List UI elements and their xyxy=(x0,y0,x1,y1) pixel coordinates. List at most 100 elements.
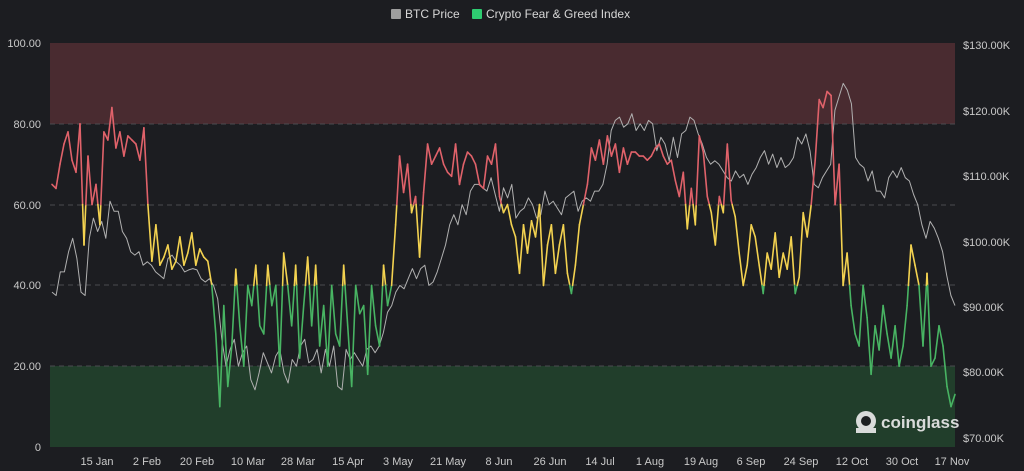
fear-greed-segment xyxy=(99,203,102,226)
fear-greed-segment xyxy=(518,224,525,275)
fear-greed-segment xyxy=(814,98,821,161)
fear-greed-segment xyxy=(211,284,217,335)
fear-greed-segment xyxy=(878,304,884,351)
fear-greed-segment xyxy=(227,345,233,388)
fear-greed-segment xyxy=(558,224,565,246)
fear-greed-segment xyxy=(83,203,87,246)
right-tick-120k: $120.00K xyxy=(963,106,1011,118)
fear-greed-segment xyxy=(554,244,561,275)
x-tick-20-feb: 20 Feb xyxy=(180,456,214,468)
x-tick-30-oct: 30 Oct xyxy=(886,456,918,468)
fear-greed-segment xyxy=(111,106,117,149)
fear-greed-segment xyxy=(902,304,908,347)
fear-greed-segment xyxy=(59,143,65,165)
legend-item-btc[interactable]: BTC Price xyxy=(391,7,460,21)
fear-greed-segment xyxy=(302,284,307,307)
fear-greed-segment xyxy=(830,94,836,206)
fear-greed-segment xyxy=(907,244,912,287)
fear-greed-segment xyxy=(626,151,633,165)
fear-greed-segment xyxy=(268,284,273,307)
fear-greed-segment xyxy=(203,256,209,263)
btc-price-line[interactable] xyxy=(51,82,956,391)
fear-greed-segment xyxy=(394,203,398,226)
fear-greed-segment xyxy=(774,232,781,279)
x-tick-24-sep: 24 Sep xyxy=(784,456,819,468)
fear-greed-segment xyxy=(762,284,765,295)
fear-greed-segment xyxy=(167,244,173,271)
fear-greed-segment xyxy=(236,284,241,327)
fear-greed-segment xyxy=(674,179,681,198)
fear-greed-segment xyxy=(702,151,709,198)
fear-greed-segment xyxy=(946,385,952,408)
fear-greed-segment xyxy=(410,203,415,214)
fear-greed-segment xyxy=(466,151,473,157)
greed-zone xyxy=(50,43,955,124)
x-tick-2-feb: 2 Feb xyxy=(133,456,161,468)
fear-greed-segment xyxy=(610,143,617,157)
fear-greed-segment xyxy=(850,304,856,335)
fear-greed-segment xyxy=(534,203,541,238)
x-tick-28-mar: 28 Mar xyxy=(281,456,316,468)
legend-swatch-fear-greed xyxy=(472,9,482,19)
fear-greed-segment xyxy=(430,155,437,165)
fear-greed-segment xyxy=(318,304,325,347)
fear-greed-segment xyxy=(614,143,621,174)
x-axis: 15 Jan 2 Feb 20 Feb 10 Mar 28 Mar 15 Apr… xyxy=(80,456,969,468)
fear-greed-segment xyxy=(314,264,318,287)
fear-greed-segment xyxy=(415,203,421,258)
fear-greed-line[interactable] xyxy=(51,90,956,408)
fear-greed-segment xyxy=(926,272,929,287)
fear-greed-segment xyxy=(714,203,720,246)
fear-greed-segment xyxy=(247,284,253,307)
fear-greed-segment xyxy=(690,187,694,206)
fear-greed-segment xyxy=(294,264,298,287)
fear-greed-segment xyxy=(67,131,73,161)
fear-greed-segment xyxy=(950,393,956,408)
fear-greed-segment xyxy=(207,260,213,287)
fear-greed-segment xyxy=(490,143,497,165)
fear-greed-segment xyxy=(918,284,924,347)
fear-greed-segment xyxy=(223,304,229,388)
fear-greed-segment xyxy=(458,163,465,186)
left-tick-100: 100.00 xyxy=(7,38,41,50)
fear-greed-segment xyxy=(822,90,828,109)
fear-zone xyxy=(50,366,955,447)
fear-greed-segment xyxy=(726,143,733,202)
x-tick-17-nov: 17 Nov xyxy=(935,456,970,468)
fear-greed-segment xyxy=(191,232,197,267)
fear-greed-segment xyxy=(686,203,691,230)
coinglass-logo-icon xyxy=(856,411,876,433)
fear-greed-segment xyxy=(842,252,848,287)
fear-greed-segment xyxy=(295,284,301,359)
fear-greed-segment xyxy=(103,131,109,141)
fear-greed-segment xyxy=(147,203,153,263)
legend-item-fear-greed[interactable]: Crypto Fear & Greed Index xyxy=(472,7,630,21)
fear-greed-segment xyxy=(870,324,876,376)
fear-greed-segment xyxy=(462,151,469,165)
fear-greed-segment xyxy=(796,276,801,287)
fear-greed-segment xyxy=(866,316,872,376)
fear-greed-segment xyxy=(155,224,161,267)
right-tick-70k: $70.00K xyxy=(963,433,1005,445)
fear-greed-segment xyxy=(450,143,457,178)
gridlines xyxy=(50,123,955,367)
fear-greed-segment xyxy=(175,236,181,263)
fear-greed-segment xyxy=(386,284,393,307)
fear-greed-segment xyxy=(790,236,796,287)
left-tick-80: 80.00 xyxy=(13,119,41,131)
x-tick-1-aug: 1 Aug xyxy=(636,456,664,468)
fear-greed-segment xyxy=(195,248,201,267)
fear-greed-segment xyxy=(215,333,221,408)
fear-greed-segment xyxy=(235,268,238,287)
fear-greed-segment xyxy=(398,155,405,194)
fear-greed-segment xyxy=(582,183,589,206)
fear-greed-segment xyxy=(421,191,425,206)
fear-greed-segment xyxy=(942,345,948,388)
fear-greed-segment xyxy=(308,284,313,327)
fear-greed-segment xyxy=(498,195,503,206)
fear-greed-segment xyxy=(390,224,397,287)
x-tick-15-jan: 15 Jan xyxy=(80,456,113,468)
fear-greed-segment xyxy=(286,284,293,327)
fear-greed-segment xyxy=(542,244,549,287)
